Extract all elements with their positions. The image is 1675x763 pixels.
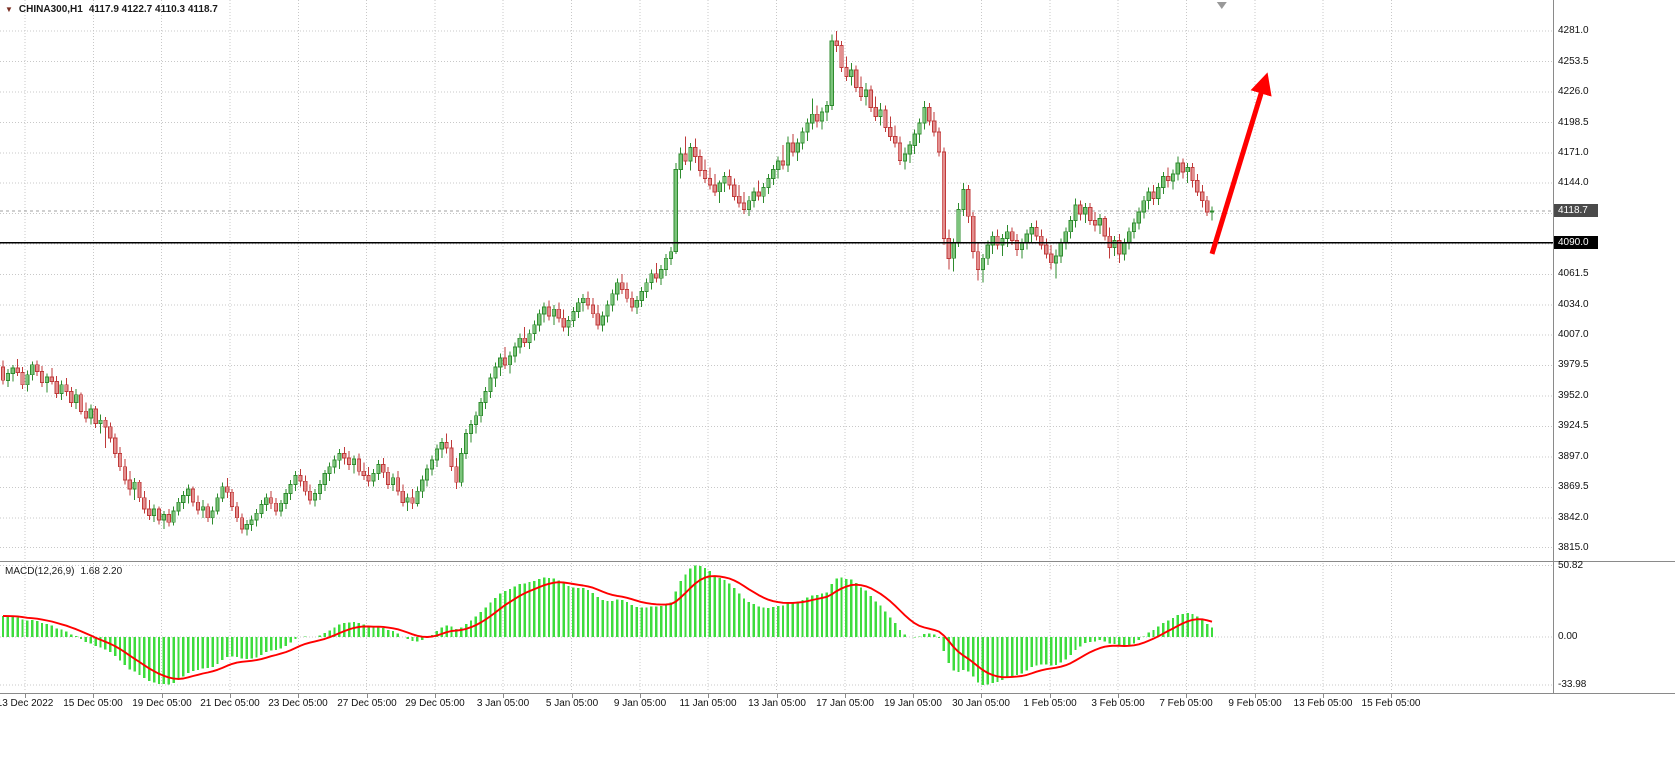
time-axis-tick bbox=[845, 694, 846, 698]
time-axis-label: 11 Jan 05:00 bbox=[679, 698, 737, 709]
time-axis-tick bbox=[572, 694, 573, 698]
time-axis-label: 15 Dec 05:00 bbox=[63, 698, 123, 709]
time-axis-label: 30 Jan 05:00 bbox=[952, 698, 1010, 709]
time-axis-separator bbox=[0, 693, 1675, 694]
macd-indicator-label: MACD(12,26,9) 1.68 2.20 bbox=[5, 566, 122, 577]
time-axis-label: 13 Dec 2022 bbox=[0, 698, 54, 709]
time-axis-label: 27 Dec 05:00 bbox=[337, 698, 397, 709]
macd-axis-label: 0.00 bbox=[1558, 631, 1578, 642]
time-axis-label: 3 Feb 05:00 bbox=[1091, 698, 1145, 709]
time-axis-label: 13 Feb 05:00 bbox=[1293, 698, 1353, 709]
time-axis[interactable]: 13 Dec 2022 15 Dec 05:00 19 Dec 05:00 21 De… bbox=[0, 694, 1675, 718]
time-axis-tick bbox=[93, 694, 94, 698]
current-price-tag: 4118.7 bbox=[1554, 204, 1598, 217]
time-axis-label: 9 Feb 05:00 bbox=[1228, 698, 1282, 709]
time-axis-tick bbox=[503, 694, 504, 698]
time-axis-label: 9 Jan 05:00 bbox=[613, 698, 667, 709]
price-axis-label: 3869.5 bbox=[1558, 481, 1589, 492]
price-axis-label: 3815.0 bbox=[1558, 542, 1589, 553]
time-axis-label: 29 Dec 05:00 bbox=[405, 698, 465, 709]
time-axis-label: 7 Feb 05:00 bbox=[1159, 698, 1213, 709]
trend-arrow-object[interactable] bbox=[1209, 72, 1272, 255]
time-axis-label: 17 Jan 05:00 bbox=[816, 698, 874, 709]
time-axis-tick bbox=[162, 694, 163, 698]
time-axis-label: 23 Dec 05:00 bbox=[268, 698, 328, 709]
price-axis-label: 4198.5 bbox=[1558, 117, 1589, 128]
pane-separator[interactable] bbox=[0, 561, 1675, 562]
time-axis-label: 13 Jan 05:00 bbox=[748, 698, 806, 709]
time-axis-tick bbox=[1118, 694, 1119, 698]
time-axis-tick bbox=[298, 694, 299, 698]
time-axis-tick bbox=[1050, 694, 1051, 698]
price-axis-label: 4144.0 bbox=[1558, 177, 1589, 188]
time-axis-tick bbox=[1323, 694, 1324, 698]
price-axis-label: 4281.0 bbox=[1558, 25, 1589, 36]
price-axis-label: 3842.0 bbox=[1558, 512, 1589, 523]
price-axis-label: 3924.5 bbox=[1558, 420, 1589, 431]
candles bbox=[0, 31, 1215, 536]
price-axis-label: 4034.0 bbox=[1558, 299, 1589, 310]
time-axis-label: 19 Dec 05:00 bbox=[132, 698, 192, 709]
macd-axis-label: -33.98 bbox=[1558, 679, 1587, 690]
symbol-marker-icon: ▼ bbox=[5, 4, 13, 14]
price-axis-label: 4007.0 bbox=[1558, 329, 1589, 340]
macd-name-label: MACD(12,26,9) bbox=[5, 566, 75, 577]
price-axis-border bbox=[1553, 0, 1554, 694]
time-axis-tick bbox=[777, 694, 778, 698]
price-axis-label: 4253.5 bbox=[1558, 56, 1589, 67]
time-axis-tick bbox=[640, 694, 641, 698]
time-axis-label: 5 Jan 05:00 bbox=[545, 698, 599, 709]
time-axis-tick bbox=[1186, 694, 1187, 698]
ohlc-values: 4117.9 4122.7 4110.3 4118.7 bbox=[88, 4, 218, 15]
price-axis-label: 3952.0 bbox=[1558, 390, 1589, 401]
price-axis-label: 4226.0 bbox=[1558, 86, 1589, 97]
chart-title: ▼ CHINA300,H1 4117.9 4122.7 4110.3 4118.… bbox=[5, 4, 218, 15]
time-axis-tick bbox=[913, 694, 914, 698]
time-axis-tick bbox=[1255, 694, 1256, 698]
time-axis-tick bbox=[367, 694, 368, 698]
time-axis-tick bbox=[435, 694, 436, 698]
macd-panel[interactable] bbox=[0, 563, 1553, 692]
macd-values-label: 1.68 2.20 bbox=[80, 566, 123, 577]
price-axis-label: 3897.0 bbox=[1558, 451, 1589, 462]
time-axis-tick bbox=[1391, 694, 1392, 698]
time-axis-label: 21 Dec 05:00 bbox=[200, 698, 260, 709]
symbol-timeframe-label: CHINA300,H1 bbox=[18, 4, 83, 15]
macd-axis-label: 50.82 bbox=[1558, 560, 1584, 571]
time-axis-tick bbox=[25, 694, 26, 698]
price-axis-label: 4061.5 bbox=[1558, 268, 1589, 279]
time-axis-label: 19 Jan 05:00 bbox=[884, 698, 942, 709]
time-axis-tick bbox=[981, 694, 982, 698]
hline-price-tag: 4090.0 bbox=[1554, 236, 1598, 249]
price-axis-label: 4171.0 bbox=[1558, 147, 1589, 158]
macd-signal-line bbox=[2, 575, 1213, 680]
time-axis-label: 3 Jan 05:00 bbox=[476, 698, 530, 709]
chart-shift-marker-icon[interactable] bbox=[1216, 2, 1227, 9]
time-axis-tick bbox=[230, 694, 231, 698]
time-axis-label: 15 Feb 05:00 bbox=[1361, 698, 1421, 709]
time-axis-tick bbox=[708, 694, 709, 698]
time-axis-label: 1 Feb 05:00 bbox=[1023, 698, 1077, 709]
price-axis-label: 3979.5 bbox=[1558, 359, 1589, 370]
candlestick-chart[interactable] bbox=[0, 0, 1553, 561]
macd-histogram bbox=[1, 565, 1214, 685]
